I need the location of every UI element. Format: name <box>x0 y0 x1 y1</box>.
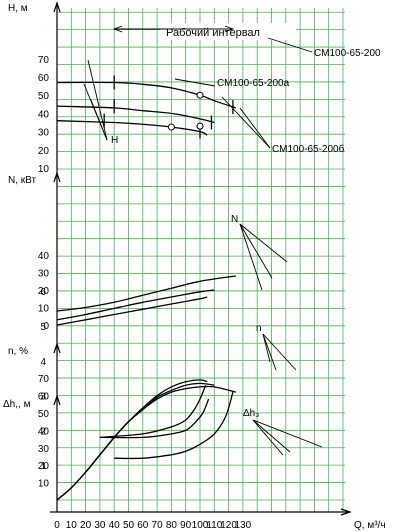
x-tick-label: 110 <box>206 520 222 531</box>
x-tick-label: 20 <box>80 520 92 531</box>
x-axis-label: Q, м³/ч <box>354 520 386 531</box>
y-axis-label-dh: Δh,, м <box>3 399 31 410</box>
y-tick-label-n: 20 <box>38 461 50 472</box>
y-axis-arrow <box>53 1 61 13</box>
tick-labels: 0 10 20 30 40 50 60 70 80 90 100110120130102030405… <box>38 55 252 531</box>
curve-N-1 <box>56 289 215 321</box>
curve-dh-0 <box>114 391 234 460</box>
x-tick-label: 120 <box>220 520 237 531</box>
series-label-200a: СМ100-65-200а <box>217 78 290 89</box>
leader-line <box>252 419 323 448</box>
y-tick-label-dh: 1 <box>40 461 46 472</box>
curve-label-n: n <box>256 323 262 334</box>
curve-N-2 <box>56 296 208 326</box>
x-tick-label: 10 <box>66 520 78 531</box>
curve-label-N: N <box>231 214 238 225</box>
y-tick-label-H: 10 <box>38 164 50 175</box>
leader-line <box>262 333 277 371</box>
y-tick-label-dh: 3 <box>40 392 46 403</box>
curve-dh-1 <box>99 398 210 439</box>
curve-label-H: Н <box>111 135 118 146</box>
curve-label-dh: Δh₃ <box>243 408 259 419</box>
y-tick-label-H: 40 <box>38 109 50 120</box>
leader-line <box>239 223 273 279</box>
y-tick-label-n: 70 <box>38 374 50 385</box>
operating-point-marker <box>196 91 204 99</box>
curve-H-0 <box>56 81 237 109</box>
y-axis-label-n: n, % <box>8 346 28 357</box>
x-tick-label: 70 <box>152 520 164 531</box>
working-interval-box <box>160 23 296 40</box>
leader-line <box>87 59 108 141</box>
y-tick-label-n: 50 <box>38 409 50 420</box>
x-tick-label: 30 <box>94 520 106 531</box>
y-axis-label-N: N, кВт <box>8 175 36 186</box>
x-tick-label: 0 <box>54 520 60 531</box>
curve-H-2 <box>56 120 208 136</box>
y-tick-label-n: 60 <box>38 392 50 403</box>
x-axis-arrow <box>340 508 352 516</box>
y-tick-label-n: 40 <box>38 426 50 437</box>
annotations: Рабочий интервал СМ100-65-200 СМ100-65-2… <box>3 3 386 531</box>
y-axis-label-H: Н, м <box>8 3 28 14</box>
curve-n-2 <box>56 379 208 501</box>
x-tick-label: 100 <box>192 520 209 531</box>
operating-point-marker <box>196 122 204 130</box>
x-tick-label: 40 <box>109 520 121 531</box>
curve-H-1 <box>56 105 215 124</box>
leader-line <box>239 223 288 263</box>
y-tick-label-H: 20 <box>38 146 50 157</box>
x-tick-label: 90 <box>180 520 192 531</box>
y-tick-label-dh: 4 <box>40 357 46 368</box>
y-axis-arrow-dh <box>53 394 61 406</box>
x-tick-label: 50 <box>123 520 135 531</box>
series-label-200b: СМ100-65-200б <box>272 143 345 155</box>
y-tick-label-H: 70 <box>38 55 50 66</box>
leader-line <box>262 333 297 371</box>
leader-line <box>262 333 271 363</box>
x-tick-label: 130 <box>235 520 252 531</box>
y-tick-label-N: 30 <box>38 269 50 280</box>
working-interval-arrow-left <box>112 25 123 33</box>
y-axis-arrow-n <box>53 342 61 354</box>
y-axis-arrow-N <box>53 171 61 183</box>
leader-line <box>239 107 271 149</box>
curve-dh-2 <box>99 384 207 439</box>
y-tick-label-N: 0 <box>43 321 49 332</box>
y-tick-label-dh: 6 <box>40 287 46 298</box>
y-tick-label-N: 40 <box>38 251 50 262</box>
leader-line <box>252 419 284 456</box>
leader-line <box>239 223 263 291</box>
y-tick-label-H: 60 <box>38 73 50 84</box>
y-tick-label-N: 20 <box>38 286 50 297</box>
y-tick-label-H: 50 <box>38 91 50 102</box>
y-tick-label-n: 30 <box>38 444 50 455</box>
leader-line <box>267 37 313 53</box>
y-tick-label-n: 10 <box>38 479 50 490</box>
y-tick-label-N: 10 <box>38 304 50 315</box>
leader-line <box>174 78 216 87</box>
y-tick-label-dh: 5 <box>40 322 46 333</box>
curve-N-0 <box>56 275 236 312</box>
operating-point-marker <box>167 123 175 131</box>
leader-line <box>90 99 108 141</box>
y-tick-label-H: 30 <box>38 128 50 139</box>
y-tick-label-dh: 2 <box>40 426 46 437</box>
series-label-200: СМ100-65-200 <box>314 48 381 59</box>
leader-line <box>252 419 291 453</box>
working-interval-arrow-right <box>224 25 235 33</box>
working-interval-label: Рабочий интервал <box>166 27 260 39</box>
leader-line <box>221 96 271 149</box>
x-tick-label: 60 <box>137 520 149 531</box>
x-tick-label: 80 <box>166 520 178 531</box>
axes <box>50 1 352 516</box>
grid <box>56 8 345 512</box>
